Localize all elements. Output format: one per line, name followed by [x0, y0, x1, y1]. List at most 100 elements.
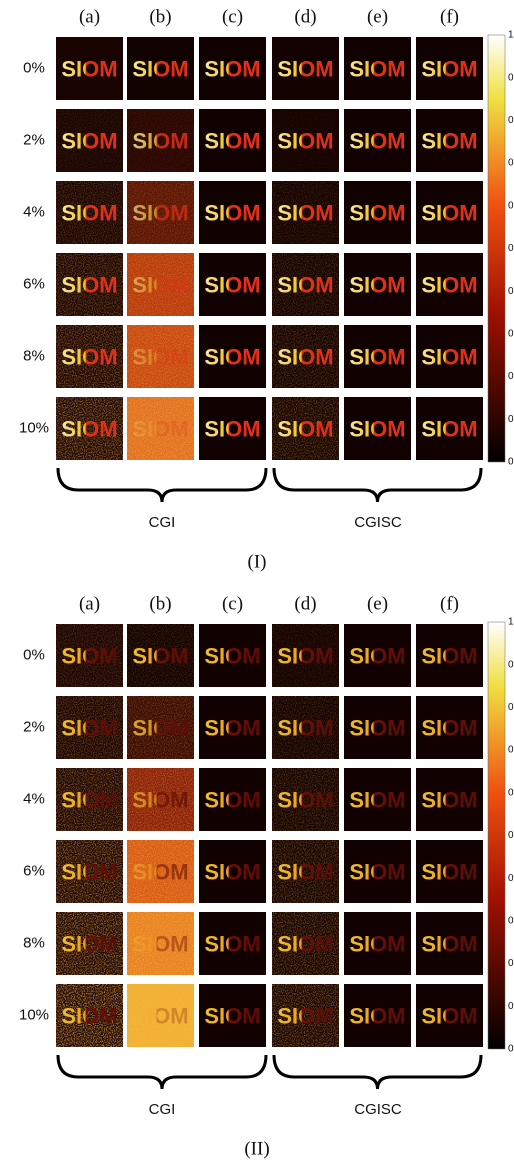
colorbar-tick-label: 0 — [508, 958, 514, 969]
group-label: CGI — [149, 1101, 176, 1118]
colorbar-tick-label: 0 — [508, 72, 514, 83]
row-label: 0% — [23, 59, 45, 76]
image-text: SIOM — [132, 859, 188, 884]
colorbar-tick-label: 0 — [508, 830, 514, 841]
image-text: SIOM — [277, 787, 333, 812]
colorbar-tick-label: 0 — [508, 158, 514, 169]
image-text: SIOM — [61, 1003, 117, 1028]
row-label: 0% — [23, 646, 45, 663]
colorbar-tick-label: 0 — [508, 457, 514, 468]
image-text: SIOM — [61, 56, 117, 81]
image-text: SIOM — [61, 272, 117, 297]
image-text: SIOM — [204, 787, 260, 812]
image-text: SIOM — [349, 56, 405, 81]
image-text: SIOM — [132, 715, 188, 740]
column-label: (d) — [294, 6, 316, 27]
colorbar-tick-label: 0 — [508, 329, 514, 340]
image-text: SIOM — [204, 1003, 260, 1028]
image-text: SIOM — [132, 56, 188, 81]
row-label: 6% — [23, 862, 45, 879]
image-text: SIOM — [421, 344, 477, 369]
colorbar — [488, 622, 505, 1049]
image-text: SIOM — [204, 272, 260, 297]
image-text: SIOM — [204, 56, 260, 81]
row-label: 10% — [19, 419, 49, 436]
column-label: (e) — [367, 593, 388, 614]
image-text: SIOM — [277, 56, 333, 81]
image-text: SIOM — [132, 344, 188, 369]
column-label: (c) — [222, 593, 243, 614]
column-label: (a) — [79, 6, 100, 27]
image-text: SIOM — [277, 643, 333, 668]
figure: (a) (b) (c) (d) (e) (f) 0% SIOM SIOM SIOM SIOM SIOM… — [0, 0, 514, 1165]
row-label: 8% — [23, 347, 45, 364]
row-label: 6% — [23, 275, 45, 292]
colorbar-tick-label: 0 — [508, 745, 514, 756]
colorbar-tick-label: 0 — [508, 414, 514, 425]
image-text: SIOM — [132, 643, 188, 668]
column-label: (b) — [149, 6, 171, 27]
image-text: SIOM — [277, 715, 333, 740]
image-text: SIOM — [204, 931, 260, 956]
image-text: SIOM — [204, 344, 260, 369]
colorbar-tick-label: 0 — [508, 371, 514, 382]
image-text: SIOM — [204, 859, 260, 884]
colorbar-tick-label: 0 — [508, 873, 514, 884]
image-text: SIOM — [349, 715, 405, 740]
column-label: (f) — [440, 6, 459, 27]
colorbar-tick-label: 0 — [508, 787, 514, 798]
image-text: SIOM — [204, 200, 260, 225]
image-text: SIOM — [277, 931, 333, 956]
colorbar-tick-label: 0 — [508, 916, 514, 927]
image-text: SIOM — [349, 344, 405, 369]
row-label: 4% — [23, 790, 45, 807]
group-brace — [58, 1055, 266, 1089]
image-text: SIOM — [349, 128, 405, 153]
image-text: SIOM — [421, 416, 477, 441]
image-text: SIOM — [61, 416, 117, 441]
colorbar-tick-label: 0 — [508, 200, 514, 211]
image-text: SIOM — [349, 643, 405, 668]
group-brace — [58, 468, 266, 502]
image-text: SIOM — [277, 272, 333, 297]
row-label: 2% — [23, 718, 45, 735]
image-text: SIOM — [421, 715, 477, 740]
image-text: SIOM — [61, 344, 117, 369]
image-text: SIOM — [204, 128, 260, 153]
row-label: 4% — [23, 203, 45, 220]
image-text: SIOM — [277, 128, 333, 153]
column-label: (d) — [294, 593, 316, 614]
group-brace — [274, 468, 481, 502]
image-text: SIOM — [61, 643, 117, 668]
image-text: SIOM — [204, 416, 260, 441]
image-text: SIOM — [349, 787, 405, 812]
panel-label: (I) — [248, 551, 267, 572]
image-text: SIOM — [132, 931, 188, 956]
image-text: SIOM — [61, 128, 117, 153]
colorbar-tick-label: 0 — [508, 286, 514, 297]
group-label: CGISC — [354, 514, 402, 531]
image-text: SIOM — [61, 931, 117, 956]
colorbar-tick-label: 0 — [508, 659, 514, 670]
image-text: SIOM — [421, 859, 477, 884]
image-text: SIOM — [349, 416, 405, 441]
group-label: CGI — [149, 514, 176, 531]
image-text: SIOM — [61, 200, 117, 225]
image-text: SIOM — [204, 643, 260, 668]
colorbar-tick-label: 0 — [508, 1044, 514, 1055]
colorbar-tick-label: 0 — [508, 702, 514, 713]
image-text: SIOM — [349, 1003, 405, 1028]
colorbar-tick-label: 0 — [508, 1001, 514, 1012]
image-text: SIOM — [349, 859, 405, 884]
image-text: SIOM — [421, 931, 477, 956]
panel-label: (II) — [244, 1138, 269, 1159]
image-text: SIOM — [277, 200, 333, 225]
image-text: SIOM — [132, 787, 188, 812]
image-text: SIOM — [421, 643, 477, 668]
colorbar — [488, 35, 505, 462]
column-label: (c) — [222, 6, 243, 27]
column-label: (b) — [149, 593, 171, 614]
column-label: (e) — [367, 6, 388, 27]
image-text: SIOM — [349, 200, 405, 225]
colorbar-tick-label: 1 — [508, 30, 514, 41]
